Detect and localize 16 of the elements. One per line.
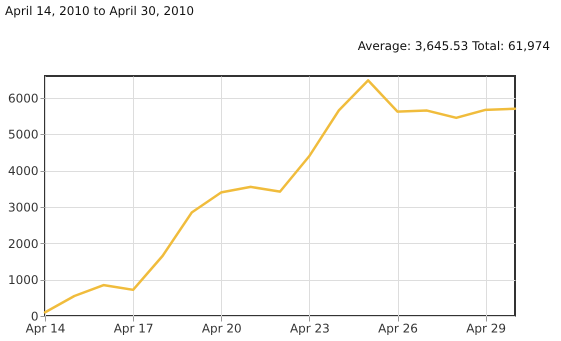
x-tick-label: Apr 26 (378, 322, 418, 336)
x-tick-label: Apr 29 (466, 322, 506, 336)
y-tick-label: 0 (30, 310, 38, 324)
text: Average: 3,645.53 Total: 61,974 (358, 39, 550, 53)
y-tick-label: 1000 (8, 273, 38, 288)
x-tick-label: Apr 14 (26, 322, 66, 336)
y-tick-label: 2000 (8, 236, 38, 251)
y-tick-label: 5000 (8, 128, 38, 142)
y-tick-label: 4000 (8, 164, 38, 178)
y-tick-label: 3000 (8, 200, 38, 214)
chart-title: April 14, 2010 to April 30, 2010 (5, 4, 194, 18)
line-series (44, 79, 516, 314)
y-tick-label: 6000 (8, 91, 38, 106)
x-tick-label: Apr 20 (202, 322, 242, 336)
x-tick-label: Apr 17 (114, 322, 154, 336)
x-tick-label: Apr 23 (290, 322, 330, 336)
